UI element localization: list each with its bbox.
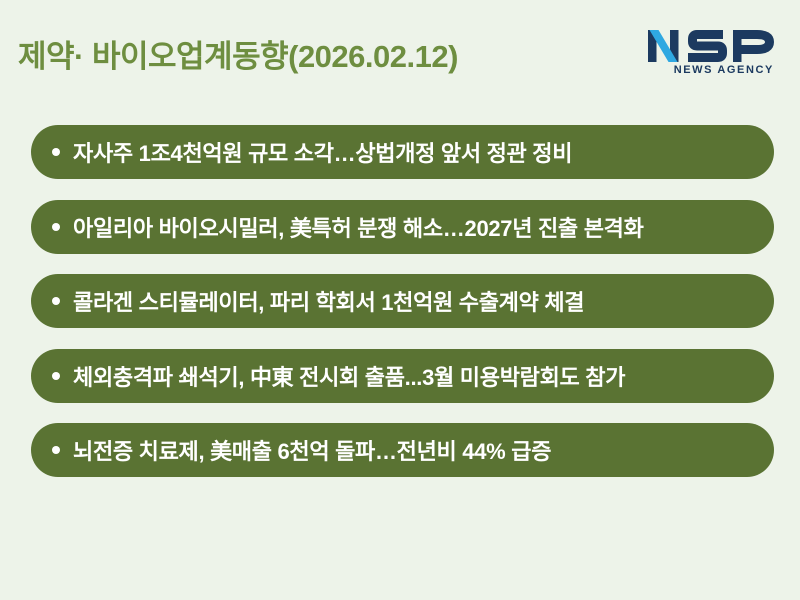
bullet-icon bbox=[52, 297, 60, 305]
headline-text: 아일리아 바이오시밀러, 美특허 분쟁 해소…2027년 진출 본격화 bbox=[73, 215, 644, 241]
bullet-icon bbox=[52, 371, 60, 380]
bullet-icon bbox=[52, 446, 60, 454]
bullet-icon bbox=[52, 148, 60, 156]
headline-text: 자사주 1조4천억원 규모 소각…상법개정 앞서 정관 정비 bbox=[73, 141, 573, 166]
headline-bar: 자사주 1조4천억원 규모 소각…상법개정 앞서 정관 정비 bbox=[31, 125, 774, 179]
headline-bar: 콜라겐 스티뮬레이터, 파리 학회서 1천억원 수출계약 체결 bbox=[31, 274, 774, 328]
nsp-logo-icon bbox=[648, 30, 774, 62]
headline-text: 뇌전증 치료제, 美매출 6천억 돌파…전년비 44% 급증 bbox=[73, 439, 552, 464]
headline-text: 콜라겐 스티뮬레이터, 파리 학회서 1천억원 수출계약 체결 bbox=[73, 290, 585, 315]
headline-bar: 뇌전증 치료제, 美매출 6천억 돌파…전년비 44% 급증 bbox=[31, 423, 774, 477]
headline-bar: 체외충격파 쇄석기, 中東 전시회 출품...3월 미용박람회도 참가 bbox=[31, 348, 774, 403]
headline-list: 자사주 1조4천억원 규모 소각…상법개정 앞서 정관 정비 아일리아 바이오시… bbox=[31, 125, 774, 498]
page-title: 제약· 바이오업계동향(2026.02.12) bbox=[18, 38, 458, 74]
header: 제약· 바이오업계동향(2026.02.12) NEWS AGENCY bbox=[18, 30, 774, 76]
headline-bar: 아일리아 바이오시밀러, 美특허 분쟁 해소…2027년 진출 본격화 bbox=[31, 199, 774, 254]
logo-subtext: NEWS AGENCY bbox=[673, 64, 774, 76]
nsp-logo: NEWS AGENCY bbox=[648, 30, 774, 76]
headline-text: 체외충격파 쇄석기, 中東 전시회 출품...3월 미용박람회도 참가 bbox=[73, 364, 626, 390]
bullet-icon bbox=[52, 222, 60, 231]
